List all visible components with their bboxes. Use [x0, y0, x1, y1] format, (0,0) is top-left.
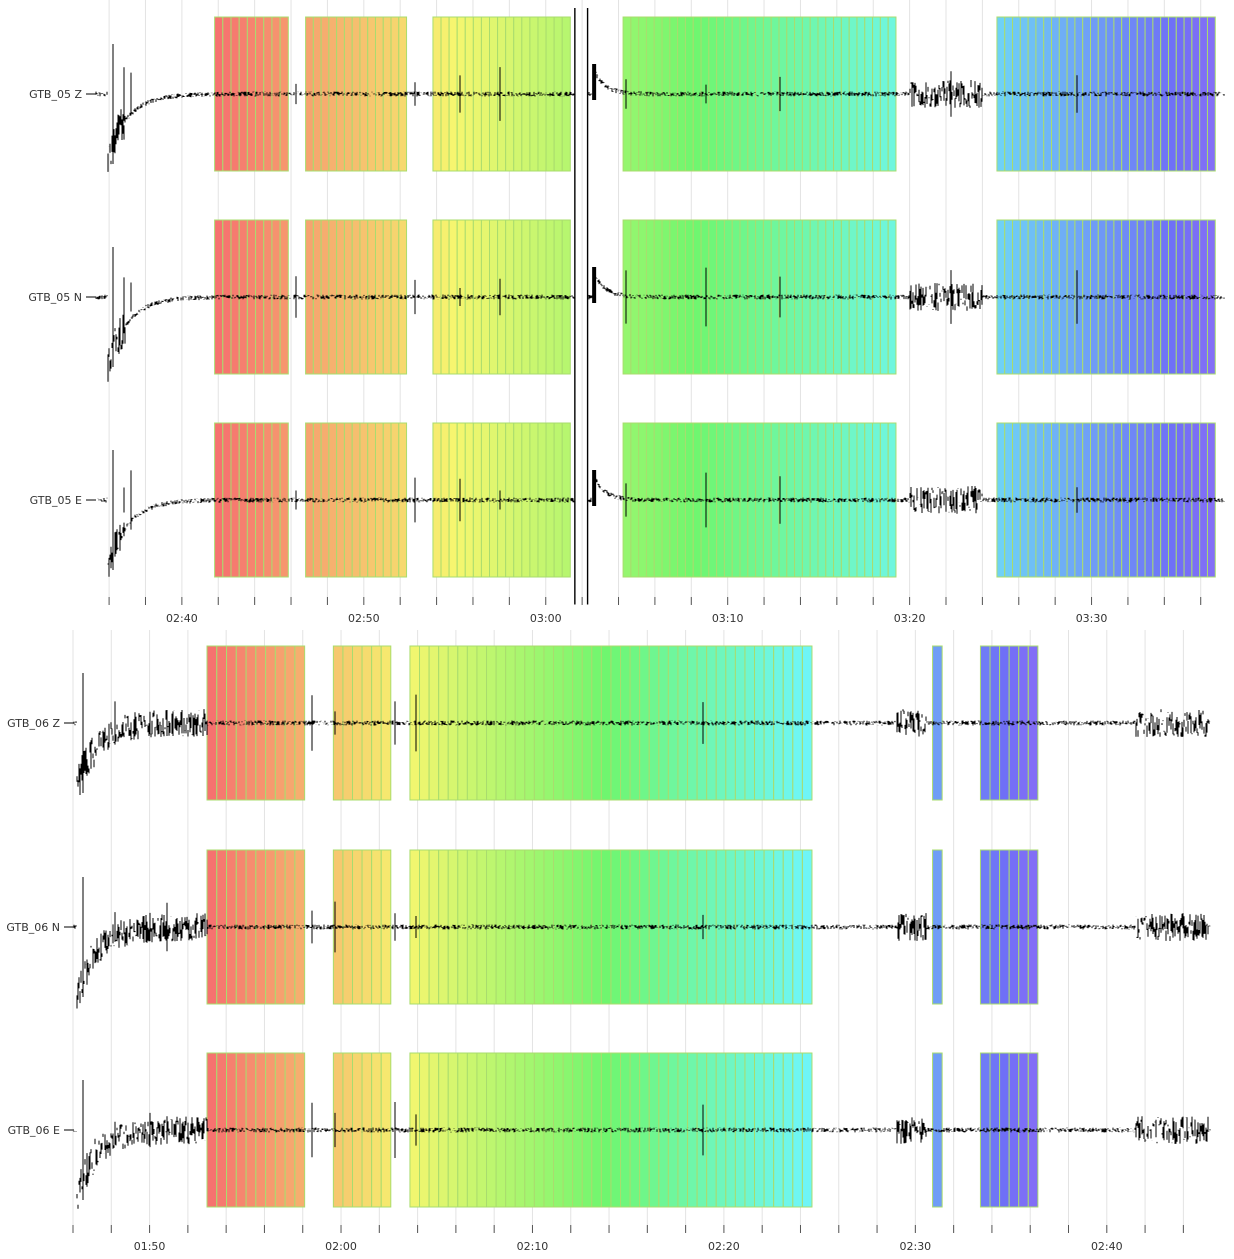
analysis-window: [206, 645, 218, 801]
analysis-window: [489, 422, 499, 578]
analysis-window: [1128, 16, 1138, 172]
analysis-window: [398, 219, 408, 375]
analysis-window: [312, 219, 322, 375]
analysis-window: [513, 16, 523, 172]
analysis-window: [279, 422, 289, 578]
analysis-window: [622, 16, 632, 172]
analysis-window: [629, 1052, 641, 1208]
analysis-window: [1121, 16, 1130, 172]
analysis-window: [472, 16, 482, 172]
analysis-window: [996, 16, 1006, 172]
analysis-window: [661, 16, 671, 172]
channel-label: GTB_06 N: [6, 921, 60, 934]
channel-label: GTB_06 E: [8, 1124, 60, 1137]
analysis-window: [235, 645, 247, 801]
analysis-window: [1183, 219, 1193, 375]
tick-label: 03:00: [530, 612, 562, 625]
analysis-window: [1128, 219, 1138, 375]
analysis-window: [1058, 422, 1068, 578]
step-artifact: [592, 267, 597, 303]
analysis-window: [312, 422, 322, 578]
waveform-trace: [95, 247, 1225, 382]
analysis-window: [419, 645, 430, 801]
tick-label: 03:30: [1076, 612, 1108, 625]
analysis-window: [1097, 16, 1107, 172]
analysis-window: [684, 422, 694, 578]
tick-label: 02:10: [517, 1240, 549, 1253]
time-axis: 02:40 02:50 03:00 03:10 03:20 03:30: [96, 597, 1228, 625]
analysis-window: [581, 1052, 593, 1208]
analysis-window: [382, 422, 392, 578]
analysis-window: [513, 219, 523, 375]
analysis-window: [271, 422, 281, 578]
analysis-window: [1090, 16, 1099, 172]
analysis-window: [755, 16, 764, 172]
channel-label: GTB_05 Z: [29, 88, 82, 101]
step-artifact: [592, 470, 597, 506]
tick-label: 03:10: [712, 612, 744, 625]
analysis-window: [361, 849, 373, 1005]
analysis-window: [374, 422, 384, 578]
seismogram-panel-gtb05: GTB_05 Z GTB_05 N GTB_05 E 02:40 02:50 03:00…: [28, 0, 1228, 625]
analysis-window: [1027, 849, 1039, 1005]
tick-label: 02:00: [325, 1240, 357, 1253]
tick-label: 03:20: [894, 612, 926, 625]
analysis-window: [216, 1052, 228, 1208]
analysis-window: [581, 849, 593, 1005]
analysis-window: [773, 1052, 784, 1208]
analysis-window: [600, 849, 612, 1005]
channel-label: GTB_05 N: [28, 291, 82, 304]
tick-label: 01:50: [134, 1240, 166, 1253]
analysis-window: [235, 1052, 247, 1208]
analysis-window: [279, 219, 289, 375]
window-layer: [214, 16, 1216, 578]
analysis-window: [336, 422, 345, 578]
waveform-trace: [73, 1080, 1211, 1209]
analysis-window: [706, 849, 717, 1005]
analysis-window: [817, 219, 827, 375]
analysis-window: [505, 16, 515, 172]
trace-layer: [64, 673, 1211, 1209]
seismogram-panel-gtb06: GTB_06 Z GTB_06 N GTB_06 E 01:50 02:00 02:10…: [6, 630, 1214, 1253]
analysis-window: [708, 219, 718, 375]
label-layer: GTB_05 Z GTB_05 N GTB_05 E: [28, 88, 82, 507]
analysis-window: [825, 422, 835, 578]
tick-label: 02:20: [708, 1240, 740, 1253]
label-layer: GTB_06 Z GTB_06 N GTB_06 E: [6, 717, 60, 1137]
analysis-window: [1144, 422, 1154, 578]
analysis-window: [214, 422, 224, 578]
analysis-window: [677, 645, 689, 801]
analysis-window: [374, 219, 384, 375]
step-artifact: [592, 64, 597, 100]
channel-label: GTB_06 Z: [7, 717, 60, 730]
analysis-window: [352, 1052, 363, 1208]
analysis-window: [809, 219, 819, 375]
tick-label: 02:50: [348, 612, 380, 625]
waveform-trace: [95, 44, 1225, 172]
analysis-window: [351, 219, 361, 375]
tick-label: 02:40: [166, 612, 198, 625]
analysis-window: [343, 422, 353, 578]
tick-label: 02:30: [899, 1240, 931, 1253]
analysis-window: [505, 645, 516, 801]
trace-layer: [86, 8, 1225, 605]
channel-label: GTB_05 E: [30, 494, 82, 507]
analysis-window: [537, 16, 547, 172]
analysis-window: [782, 849, 794, 1005]
time-axis: 01:50 02:00 02:10 02:20 02:30 02:40: [69, 1225, 1214, 1253]
analysis-window: [1051, 16, 1060, 172]
tick-label: 02:40: [1091, 1240, 1123, 1253]
analysis-window: [216, 849, 228, 1005]
analysis-window: [1004, 219, 1014, 375]
analysis-window: [1206, 219, 1216, 375]
analysis-window: [661, 219, 671, 375]
